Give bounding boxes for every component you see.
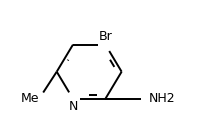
- Text: NH2: NH2: [149, 92, 175, 105]
- Text: N: N: [68, 100, 78, 113]
- Text: Me: Me: [21, 92, 39, 105]
- Text: Br: Br: [99, 30, 112, 43]
